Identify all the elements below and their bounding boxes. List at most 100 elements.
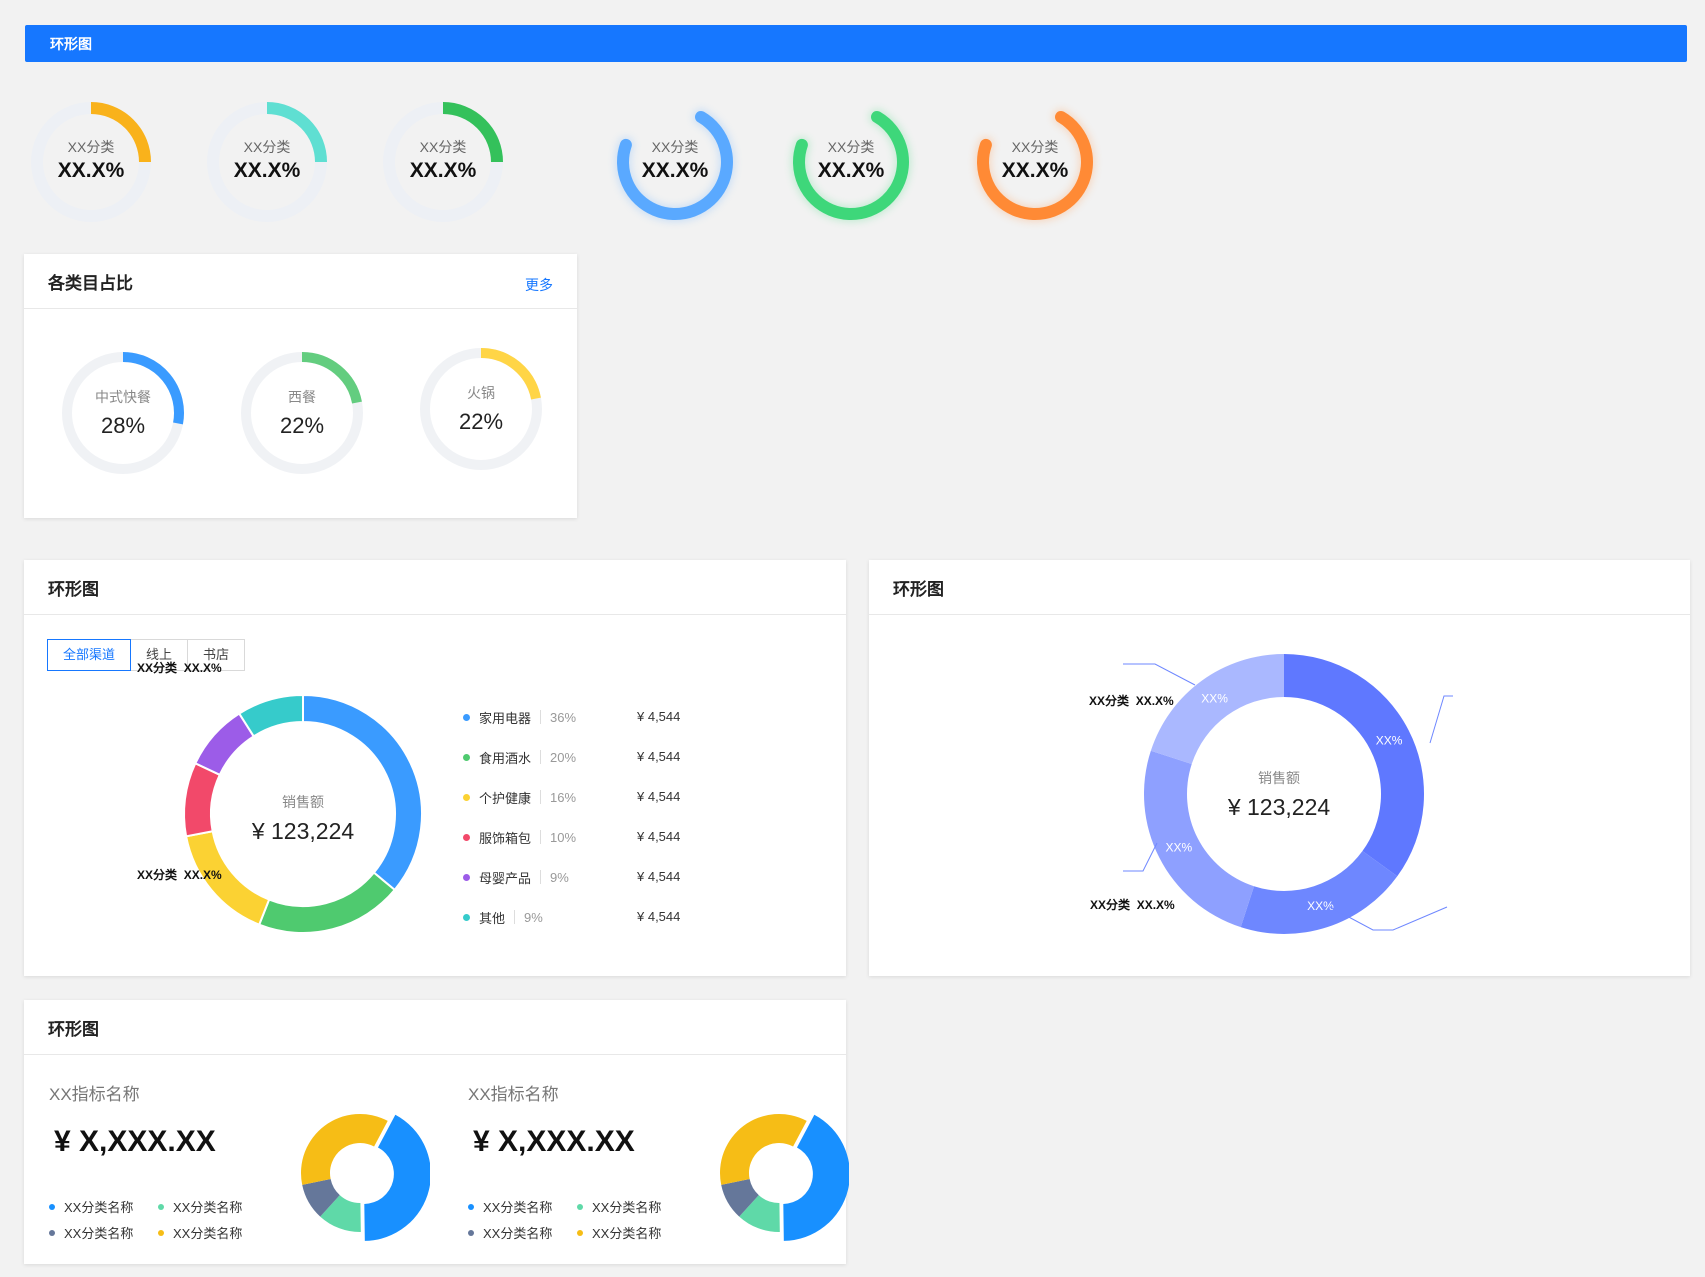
legend-name: XX分类名称 [483,1226,553,1241]
metric-value: ¥ X,XXX.XX [473,1125,635,1158]
category-gauge-label: 中式快餐 [95,389,151,405]
donut-center-value: ¥ 123,224 [251,818,355,844]
legend-amount: ¥ 4,544 [637,709,681,724]
donut-legend-item: 食用酒水 20% [463,747,576,767]
tab-bookstore[interactable]: 书店 [187,639,246,671]
legend-name: XX分类名称 [173,1200,243,1215]
legend-dot [463,793,470,801]
legend-dot [577,1203,583,1210]
category-gauge-arc [301,352,362,404]
labeled-donut-card-header: 环形图 [869,560,1690,615]
tab-all-channels[interactable]: 全部渠道 [47,639,132,671]
category-card-header: 各类目占比 更多 [24,254,577,309]
legend-percent: 20% [550,749,577,765]
labeled-donut-slice-4 [1150,654,1284,765]
donut-center-label: 销售额 [282,794,324,810]
gauge-value: XX.X% [817,159,885,182]
gauge-value: XX.X% [641,159,709,182]
legend-name: 其他 [479,910,506,926]
top-title: 环形图 [50,35,92,52]
leader-line-2 [1329,906,1448,931]
gauge-text: XX分类 XX.X% [201,96,333,228]
donut-legend-item: 其他 9% [463,907,543,927]
legend-percent: 36% [550,709,577,725]
legend-name: 服饰箱包 [479,830,532,846]
leader-line-3 [1123,842,1158,872]
segment-label: XX% [1166,841,1193,855]
gauge-label: XX分类 [419,139,467,155]
legend-dot [463,753,470,761]
leader-line-1 [1429,695,1453,744]
labeled-donut-center-label: 销售额 [1258,770,1300,786]
metric-donut-slice-2 [739,1195,780,1232]
legend-dot [158,1229,164,1236]
metric-donut-slice-3 [721,1179,759,1217]
gauge-label: XX分类 [243,139,291,155]
gauge-4: XX分类 XX.X% [609,96,741,228]
legend-percent: 10% [550,829,577,845]
metric-card: 环形图 XX指标名称 ¥ X,XXX.XX XX分类名称 XX分类名称 XX分类名称 X… [24,1000,849,1264]
labeled-donut-chart: XX% XX% XX% XX% [1123,654,1453,934]
legend-dot [468,1203,474,1210]
metric-panel-2: XX指标名称 ¥ X,XXX.XX XX分类名称 XX分类名称 XX分类名称 XX分类名… [468,1070,849,1260]
gauge-text: XX分类 XX.X% [25,96,157,228]
labeled-donut-slice-1 [1284,654,1424,877]
channel-tabs: 全部渠道 线上 书店 [47,639,246,671]
gauge-arc [793,110,909,220]
legend-name: XX分类名称 [592,1200,662,1215]
legend-name: XX分类名称 [592,1226,662,1241]
donut-legend-item: 家用电器 36% [463,707,576,727]
metric-legend-item: XX分类名称 [49,1197,133,1216]
metric-legend-item: XX分类名称 [158,1197,242,1216]
callout-label-3: XX分类 XX.X% [137,866,222,883]
legend-amount: ¥ 4,544 [637,789,681,804]
category-gauge-label: 火锅 [467,385,495,401]
legend-amount: ¥ 4,544 [637,869,681,884]
callout-label-2: XX分类 XX.X% [1090,896,1175,913]
metric-legend-item: XX分类名称 [49,1223,133,1242]
labeled-donut-card: 环形图 XX% XX% XX% XX% 销售额 ¥ 123,224 XX分类 XX.X… [137,560,1690,976]
category-gauge-3: 火锅 22% [417,345,545,473]
legend-name: XX分类名称 [173,1226,243,1241]
legend-percent: 9% [524,909,543,925]
callout-value: XX.X% [1136,898,1175,912]
segment-label: XX% [1376,733,1403,747]
callout-value: XX.X% [183,661,222,675]
legend-divider [540,750,542,764]
donut-legend-item: 服饰箱包 10% [463,827,576,847]
legend-amount: ¥ 4,544 [637,749,681,764]
donut-slice-6 [237,693,304,738]
donut-card-header: 环形图 [24,560,846,615]
labeled-donut-center: 销售额 ¥ 123,224 [1204,768,1354,821]
callout-name: XX分类 [137,868,178,882]
metric-panel-1: XX指标名称 ¥ X,XXX.XX XX分类名称 XX分类名称 XX分类名称 XX分类名… [49,1070,430,1260]
legend-divider [540,710,542,724]
gauge-arc [977,110,1093,220]
segment-label: XX% [1201,692,1228,706]
gauge-arc [617,110,733,220]
legend-dot [463,713,470,721]
labeled-donut-card-title: 环形图 [893,579,944,599]
legend-percent: 16% [550,789,577,805]
legend-name: 食用酒水 [479,750,532,766]
gauge-arc [90,102,151,163]
gauge-text: XX分类 XX.X% [377,96,509,228]
callout-name: XX分类 [1090,898,1131,912]
metric-name: XX指标名称 [468,1085,559,1104]
callout-label-4: XX分类 XX.X% [137,659,222,676]
metric-donut-slice-3 [302,1179,340,1217]
gauge-text: XX分类 XX.X% [609,96,741,228]
category-gauge-1: 中式快餐 28% [59,349,187,477]
more-link[interactable]: 更多 [525,277,553,293]
metric-donut-slice-1 [783,1114,849,1241]
gauge-label: XX分类 [827,139,875,155]
metric-legend-item: XX分类名称 [468,1223,552,1242]
gauge-value: XX.X% [233,159,301,182]
legend-name: 母婴产品 [479,870,532,886]
legend-name: XX分类名称 [64,1200,134,1215]
legend-percent: 9% [550,869,569,885]
legend-dot [463,873,470,881]
gauge-label: XX分类 [1011,139,1059,155]
metric-donut-chart [301,1114,430,1241]
donut-card-title: 环形图 [48,579,99,599]
